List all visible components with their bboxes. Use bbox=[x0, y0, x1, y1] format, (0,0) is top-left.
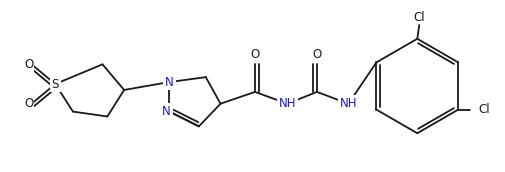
Text: Cl: Cl bbox=[477, 103, 489, 116]
Text: N: N bbox=[162, 105, 171, 118]
Text: O: O bbox=[24, 97, 33, 110]
Text: N: N bbox=[165, 76, 173, 89]
Text: O: O bbox=[250, 48, 259, 61]
Text: S: S bbox=[52, 78, 59, 90]
Text: O: O bbox=[24, 58, 33, 71]
Text: NH: NH bbox=[339, 97, 357, 110]
Text: Cl: Cl bbox=[413, 11, 424, 24]
Text: NH: NH bbox=[278, 97, 295, 110]
Text: O: O bbox=[312, 48, 321, 61]
